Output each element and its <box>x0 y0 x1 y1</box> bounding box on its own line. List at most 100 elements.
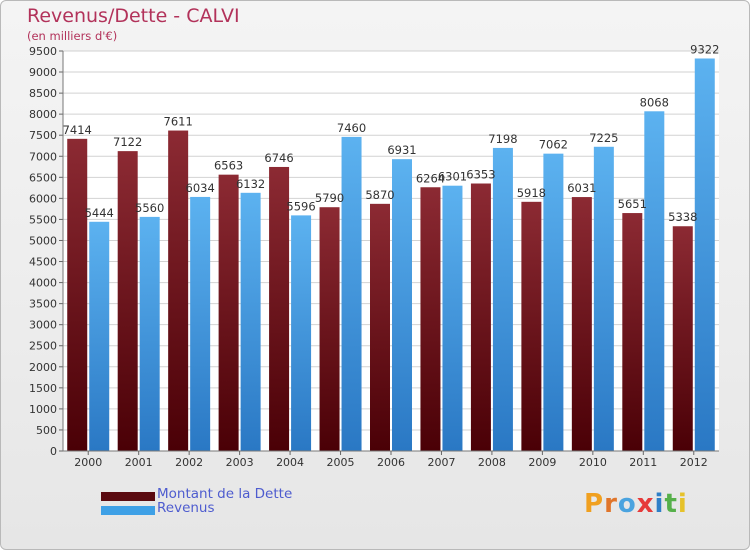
bar-revenus-2002 <box>190 196 211 451</box>
bar-revenus-2010 <box>593 146 614 451</box>
bar-revenus-2012 <box>694 58 715 451</box>
data-label-dette-2012: 5338 <box>668 210 697 224</box>
bar-dette-2005 <box>319 207 340 451</box>
data-label-revenus-2004: 5596 <box>286 199 315 213</box>
bar-revenus-2003 <box>240 192 261 451</box>
bar-dette-2009 <box>521 201 542 451</box>
chart-subtitle: (en milliers d'€) <box>27 29 118 43</box>
x-tick-label: 2005 <box>327 456 355 469</box>
bar-dette-2004 <box>269 166 290 452</box>
x-tick-label: 2010 <box>579 456 607 469</box>
bar-dette-2003 <box>218 174 239 452</box>
y-tick-label: 7500 <box>29 129 57 142</box>
data-label-revenus-2002: 6034 <box>186 181 215 195</box>
y-tick-label: 2500 <box>29 340 57 353</box>
bar-revenus-2008 <box>492 147 513 451</box>
bar-dette-2007 <box>420 187 441 451</box>
data-label-revenus-2011: 8068 <box>640 95 669 109</box>
logo-letter: P <box>584 489 605 519</box>
data-label-dette-2007: 6264 <box>416 171 445 185</box>
grid-lines <box>63 50 719 452</box>
data-label-revenus-2006: 6931 <box>387 143 416 157</box>
bar-dette-2001 <box>117 151 138 451</box>
logo-letter: i <box>654 489 665 519</box>
data-label-dette-2009: 5918 <box>517 186 546 200</box>
logo-letter: t <box>664 489 678 519</box>
x-tick-label: 2006 <box>377 456 405 469</box>
data-label-dette-2001: 7122 <box>113 135 142 149</box>
y-tick-label: 3500 <box>29 298 57 311</box>
data-label-dette-2003: 6563 <box>214 159 243 173</box>
x-tick-label: 2011 <box>629 456 657 469</box>
y-tick-label: 500 <box>36 424 57 437</box>
y-tick-label: 6000 <box>29 192 57 205</box>
x-tick-label: 2007 <box>427 456 455 469</box>
data-label-dette-2006: 5870 <box>365 188 394 202</box>
logo-letter: x <box>636 489 655 519</box>
data-label-revenus-2005: 7460 <box>337 121 366 135</box>
bar-revenus-2006 <box>392 159 412 451</box>
data-label-dette-2005: 5790 <box>315 191 344 205</box>
bar-dette-2008 <box>470 183 491 452</box>
y-tick-label: 5500 <box>29 213 57 226</box>
data-label-dette-2011: 5651 <box>618 197 647 211</box>
data-label-revenus-2008: 7198 <box>488 132 517 146</box>
data-label-revenus-2009: 7062 <box>539 138 568 152</box>
y-tick-label: 1000 <box>29 403 57 416</box>
data-label-dette-2010: 6031 <box>567 181 596 195</box>
data-label-revenus-2000: 5444 <box>85 206 114 220</box>
axes: 0 500 1000 1500 2000 2500 3000 3500 4000 4500 5000… <box>29 45 719 469</box>
bars <box>67 58 715 452</box>
legend-swatch-dette <box>101 492 155 501</box>
y-tick-label: 8000 <box>29 108 57 121</box>
y-tick-label: 5000 <box>29 234 57 247</box>
y-tick-label: 0 <box>50 445 57 458</box>
y-tick-label: 1500 <box>29 382 57 395</box>
y-tick-label: 8500 <box>29 87 57 100</box>
data-label-revenus-2012: 9322 <box>690 42 719 56</box>
legend-label-dette: Montant de la Dette <box>157 486 293 502</box>
bar-revenus-2001 <box>139 216 160 451</box>
data-label-revenus-2001: 5560 <box>135 201 164 215</box>
legend-swatch-revenus <box>101 506 155 515</box>
data-label-revenus-2010: 7225 <box>589 131 618 145</box>
bar-revenus-2000 <box>89 221 110 451</box>
y-tick-label: 2000 <box>29 361 57 374</box>
logo-letter: o <box>617 489 637 519</box>
data-label-revenus-2007: 6301 <box>438 170 467 184</box>
bar-dette-2010 <box>571 197 592 451</box>
x-tick-label: 2004 <box>276 456 304 469</box>
logo-letter: r <box>604 489 618 519</box>
legend-label-revenus: Revenus <box>157 500 215 516</box>
data-label-dette-2000: 7414 <box>63 123 92 137</box>
bar-revenus-2011 <box>644 111 665 451</box>
bar-dette-2012 <box>672 226 693 451</box>
data-label-revenus-2003: 6132 <box>236 177 265 191</box>
bar-dette-2002 <box>168 130 189 451</box>
y-tick-label: 9000 <box>29 66 57 79</box>
x-tick-label: 2012 <box>680 456 708 469</box>
y-tick-label: 6500 <box>29 171 57 184</box>
bar-dette-2011 <box>622 213 643 451</box>
x-tick-label: 2003 <box>226 456 254 469</box>
y-tick-label: 4500 <box>29 256 57 269</box>
y-tick-label: 4000 <box>29 277 57 290</box>
x-tick-label: 2002 <box>175 456 203 469</box>
x-tick-label: 2000 <box>74 456 102 469</box>
data-labels: 7414 5444 7122 5560 7611 6034 6563 6132 6746 5596… <box>63 42 720 224</box>
bar-revenus-2009 <box>543 153 564 451</box>
data-label-dette-2002: 7611 <box>164 115 193 129</box>
data-label-dette-2004: 6746 <box>264 151 293 165</box>
proxiti-logo: Proxiti <box>584 489 688 519</box>
x-tick-label: 2009 <box>528 456 556 469</box>
plot-area <box>63 51 719 451</box>
y-tick-label: 7000 <box>29 150 57 163</box>
x-tick-label: 2008 <box>478 456 506 469</box>
logo-letter: i <box>677 489 688 519</box>
chart-title: Revenus/Dette - CALVI <box>27 5 240 27</box>
bar-dette-2006 <box>370 203 390 451</box>
y-tick-label: 9500 <box>29 45 57 58</box>
bar-revenus-2007 <box>442 185 463 451</box>
